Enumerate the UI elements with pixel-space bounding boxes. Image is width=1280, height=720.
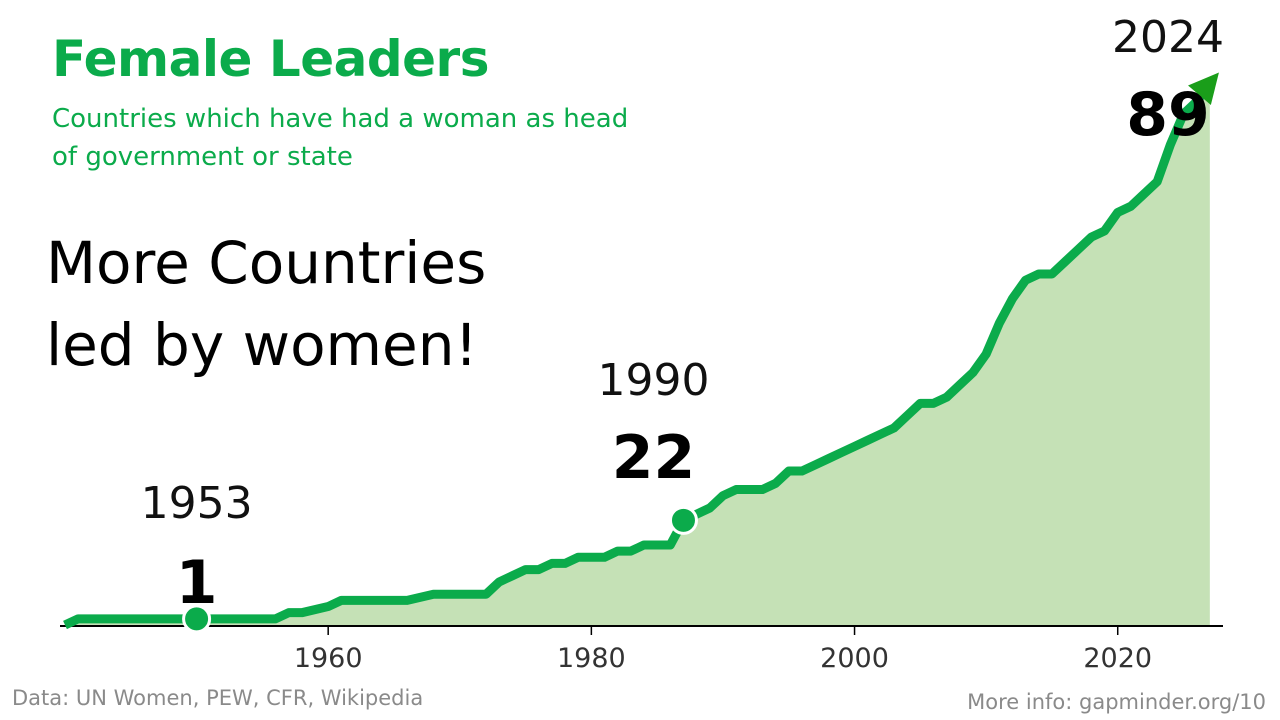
headline: More Countries led by women! — [46, 222, 606, 386]
annotation-value-label: 89 — [1126, 80, 1210, 150]
area-fill — [65, 83, 1210, 625]
x-tick-label: 2020 — [1083, 643, 1152, 674]
x-tick-label: 1960 — [294, 643, 363, 674]
headline-line-1: More Countries — [46, 229, 487, 297]
x-tick-label: 2000 — [820, 643, 889, 674]
annotation-year-label: 2024 — [1112, 12, 1224, 63]
more-info-link[interactable]: More info: gapminder.org/10 — [967, 690, 1266, 714]
arrow-head — [1188, 72, 1219, 106]
annotation-value-label: 1 — [176, 548, 218, 618]
annotation-year-label: 1953 — [141, 478, 253, 529]
chart-title: Female Leaders — [52, 30, 489, 88]
annotation-marker — [182, 604, 212, 634]
headline-line-2: led by women! — [46, 311, 478, 379]
annotation-year-label: 1990 — [597, 355, 709, 406]
chart-subtitle: Countries which have had a woman as head… — [52, 104, 629, 172]
x-tick-label: 1980 — [557, 643, 626, 674]
series-line — [63, 80, 1214, 630]
data-source: Data: UN Women, PEW, CFR, Wikipedia — [12, 686, 424, 710]
annotation-value-label: 22 — [612, 423, 696, 493]
annotation-marker — [668, 505, 698, 535]
